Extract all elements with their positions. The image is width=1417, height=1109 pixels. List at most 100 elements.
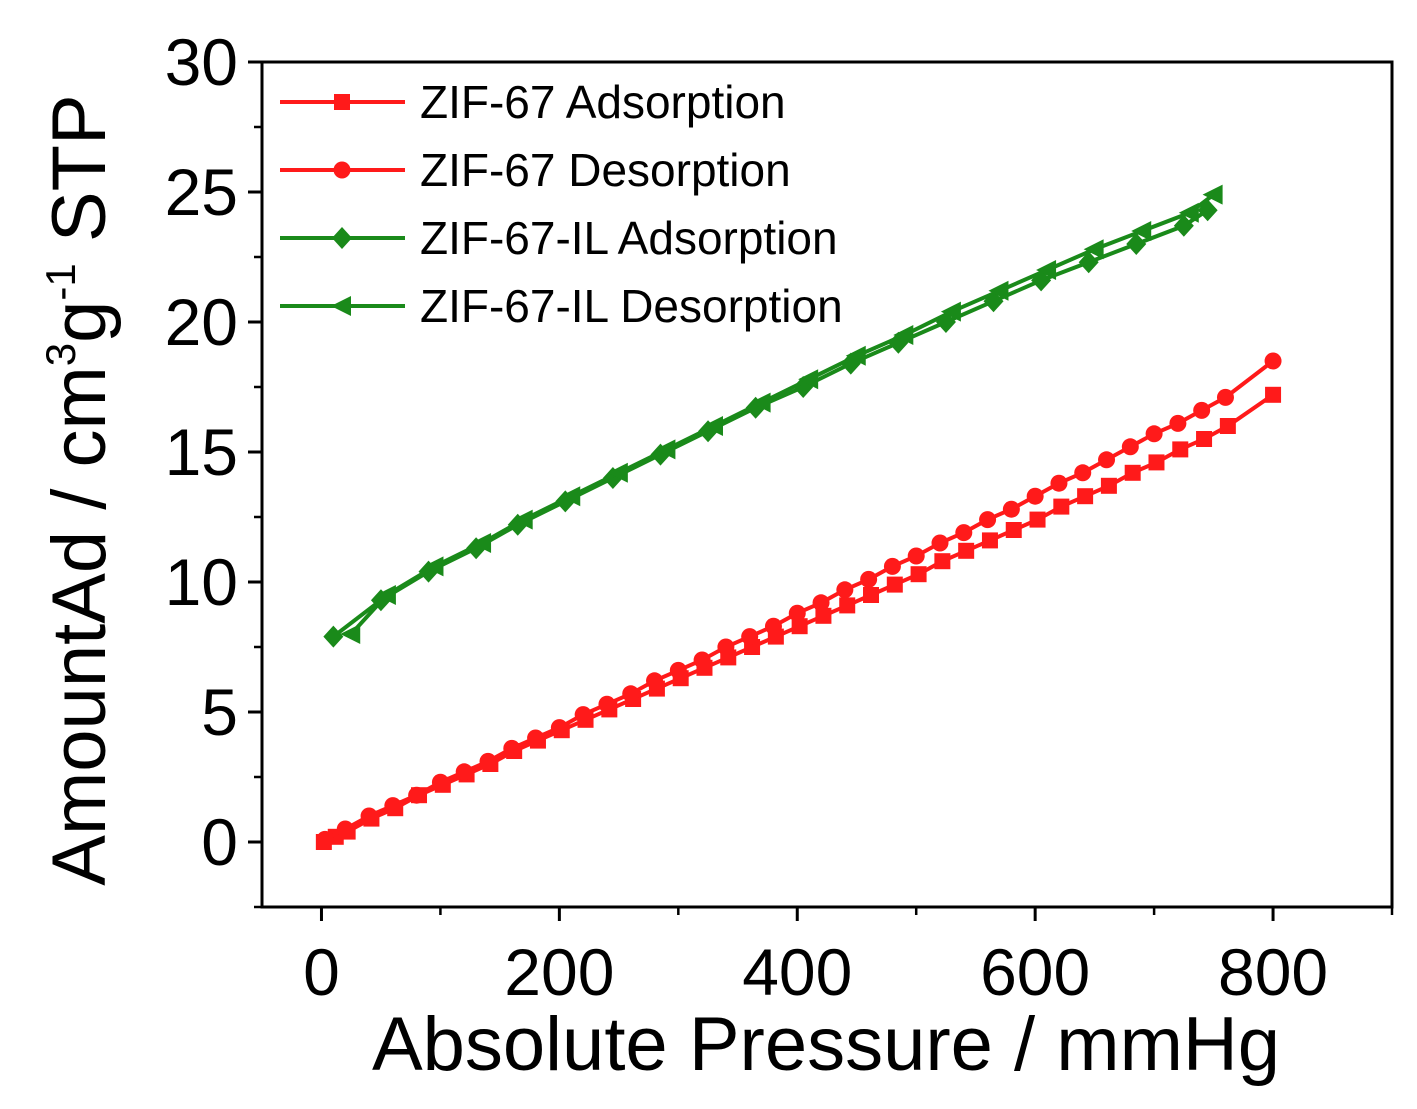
data-point (1005, 522, 1022, 538)
data-point (431, 773, 449, 791)
data-point (1074, 464, 1092, 482)
data-point (883, 557, 901, 575)
data-point (323, 625, 344, 648)
legend-marker (332, 227, 352, 249)
data-point (550, 719, 568, 737)
data-point (940, 301, 961, 322)
y-tick-label: 30 (165, 25, 238, 99)
y-axis-title-mid: g (37, 301, 122, 343)
data-point (384, 797, 402, 815)
legend-item-zif67il-desorption: ZIF-67-IL Desorption (280, 280, 843, 332)
legend-item-zif67-adsorption: ZIF-67 Adsorption (280, 76, 786, 128)
data-point (815, 607, 832, 624)
data-point (741, 628, 759, 646)
data-point (1169, 414, 1187, 432)
x-tick-label: 400 (742, 935, 852, 1009)
data-point (1193, 401, 1211, 419)
data-point (1083, 239, 1104, 260)
data-point (1029, 511, 1046, 528)
y-tick-label: 15 (165, 415, 238, 489)
data-point (455, 763, 473, 781)
data-point (845, 345, 866, 366)
data-point (669, 661, 687, 679)
data-point (886, 576, 903, 593)
data-point (607, 462, 628, 483)
data-point (788, 604, 806, 622)
data-point (934, 553, 951, 570)
series-zif-67-desorption (316, 352, 1282, 848)
legend-label: ZIF-67-IL Desorption (420, 280, 843, 332)
y-tick-label: 10 (165, 545, 238, 619)
y-axis-title: AmountAd / cm3g-1 STP (37, 94, 122, 885)
data-point (479, 752, 497, 770)
data-point (1036, 260, 1057, 280)
data-point (340, 624, 361, 644)
data-point (408, 786, 426, 804)
data-point (839, 597, 856, 614)
series-line (332, 208, 1209, 639)
data-point (1053, 498, 1070, 515)
data-point (764, 617, 782, 635)
legend-item-zif67-desorption: ZIF-67 Desorption (280, 144, 791, 196)
data-point (316, 830, 334, 848)
data-point (527, 729, 545, 747)
data-point (655, 439, 676, 460)
legend-marker (334, 94, 350, 110)
legend-label: ZIF-67 Desorption (420, 144, 791, 196)
y-axis-title-sup1: 3 (37, 343, 84, 366)
data-point (598, 695, 616, 713)
x-axis-title: Absolute Pressure / mmHg (372, 1002, 1280, 1087)
data-point (1219, 418, 1236, 434)
legend-label: ZIF-67-IL Adsorption (420, 212, 838, 264)
legend-marker (331, 296, 351, 316)
data-point (1265, 386, 1282, 403)
x-tick-label: 600 (980, 935, 1090, 1009)
data-point (1145, 425, 1163, 443)
data-point (703, 416, 723, 436)
data-point (893, 325, 914, 345)
data-point (717, 638, 735, 656)
axis-ticks: 0 200 400 600 800 0 5 10 15 20 25 30 (165, 25, 1394, 1009)
data-point (693, 651, 711, 669)
data-point (979, 511, 997, 529)
data-point (958, 542, 975, 559)
series-line (324, 359, 1275, 842)
data-point (646, 672, 664, 690)
data-point (791, 618, 808, 635)
data-point (798, 369, 819, 390)
data-point (622, 685, 640, 703)
data-point (1050, 474, 1068, 492)
data-point (1216, 388, 1234, 406)
data-point (1202, 184, 1223, 205)
data-point (1148, 454, 1165, 471)
data-point (1131, 221, 1152, 241)
data-point (471, 533, 492, 553)
data-point (988, 280, 1009, 301)
data-point (560, 486, 581, 507)
data-point (1264, 352, 1282, 370)
y-axis-title-sup2: -1 (37, 263, 84, 300)
data-point (812, 594, 830, 612)
data-point (931, 534, 949, 552)
legend-marker (333, 161, 351, 179)
data-point (375, 585, 396, 605)
series-zif-67-il-adsorption (323, 199, 1218, 648)
data-point (1196, 431, 1213, 447)
data-point (1124, 464, 1141, 481)
legend: ZIF-67 Adsorption ZIF-67 Desorption ZIF-… (280, 76, 843, 332)
series-layer (315, 184, 1282, 850)
data-point (1100, 477, 1117, 494)
y-axis-title-end: STP (37, 94, 122, 263)
legend-label: ZIF-67 Adsorption (420, 76, 786, 128)
data-point (1077, 488, 1094, 505)
x-tick-label: 0 (303, 935, 340, 1009)
data-point (1126, 233, 1147, 255)
y-tick-label: 20 (165, 285, 238, 359)
y-axis-title-main: AmountAd / cm (37, 366, 122, 886)
data-point (336, 820, 354, 838)
data-point (1178, 202, 1199, 223)
data-point (574, 706, 592, 724)
data-point (836, 581, 854, 599)
data-point (1172, 441, 1189, 458)
